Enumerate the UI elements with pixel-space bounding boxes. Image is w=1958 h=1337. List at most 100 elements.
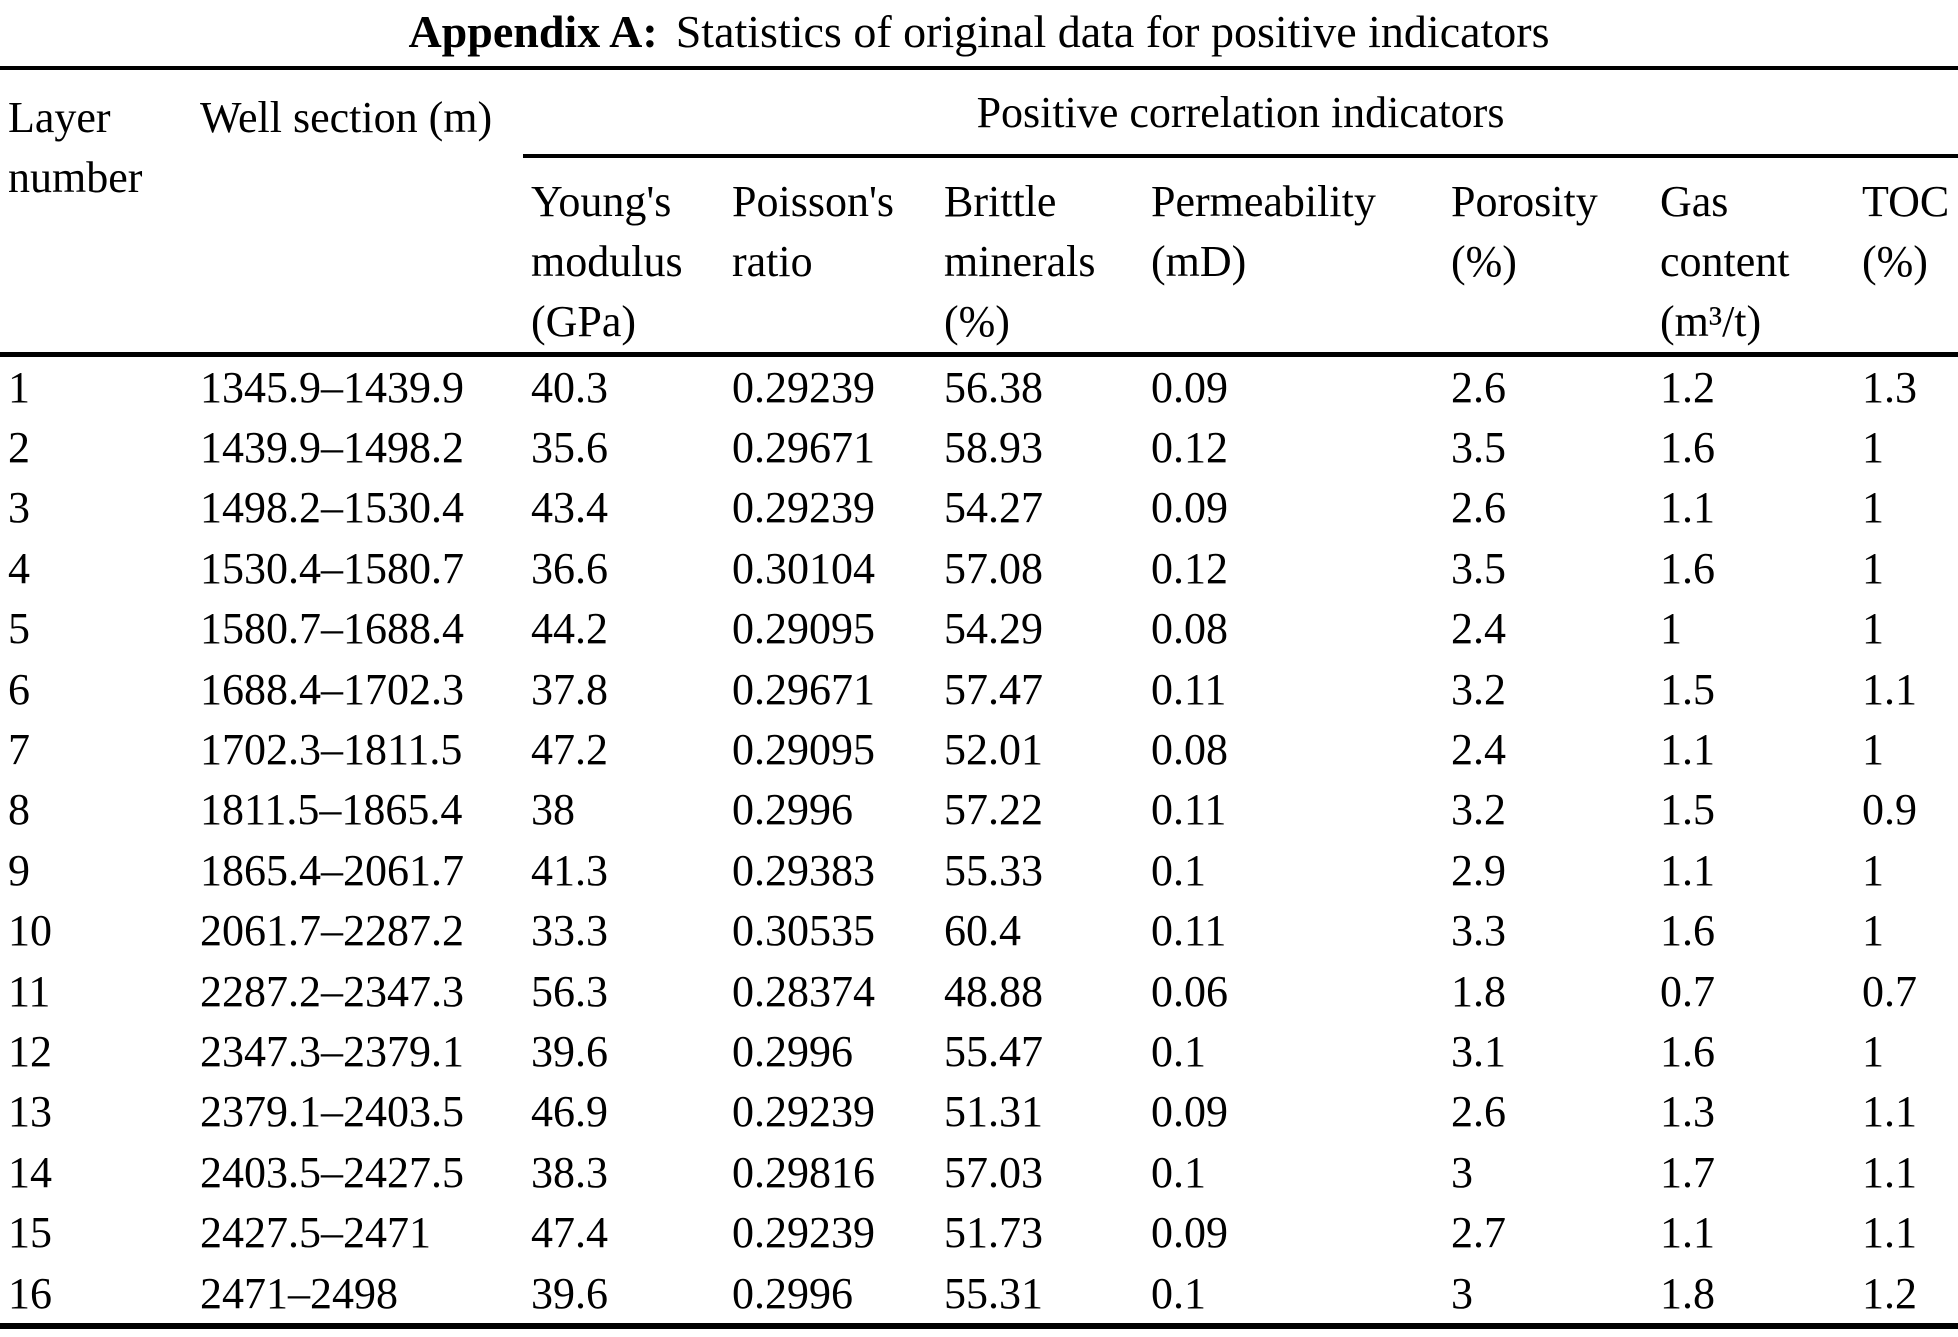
gas-cell: 1.3 [1660, 1087, 1715, 1137]
well-cell: 2379.1–2403.5 [200, 1087, 464, 1137]
layer-cell: 7 [8, 725, 30, 775]
gas-cell: 1.5 [1660, 785, 1715, 835]
porosity-cell: 3 [1451, 1147, 1473, 1197]
layer-cell: 3 [8, 483, 30, 533]
porosity-cell: 1.8 [1451, 966, 1506, 1016]
layer-cell: 5 [8, 604, 30, 654]
brittle-cell: 48.88 [944, 966, 1043, 1016]
table-title-text: Statistics of original data for positive… [675, 6, 1550, 57]
toc-cell: 1.3 [1862, 362, 1917, 412]
table-row: 11 2287.2–2347.3 56.3 0.28374 48.88 0.06 1.8 0.… [0, 961, 1958, 1021]
table-row: 4 1530.4–1580.7 36.6 0.30104 57.08 0.12 3.5 1.6… [0, 538, 1958, 598]
poisson-cell: 0.29239 [732, 483, 875, 533]
brittle-cell: 55.47 [944, 1026, 1043, 1076]
poisson-cell: 0.2996 [724, 1262, 936, 1330]
well-cell: 1498.2–1530.4 [200, 483, 464, 533]
column-header-layer-number: Layer number [0, 66, 192, 357]
well-cell: 1865.4–2061.7 [200, 845, 464, 895]
porosity-cell: 2.9 [1451, 845, 1506, 895]
toc-cell: 1.1 [1862, 1208, 1917, 1258]
youngs-cell: 47.2 [531, 725, 608, 775]
perm-cell: 0.09 [1151, 362, 1228, 412]
table-header: Layer number Well section (m) Positive c… [0, 66, 1958, 357]
toc-cell: 1 [1862, 604, 1884, 654]
table-row: 7 1702.3–1811.5 47.2 0.29095 52.01 0.08 2.4 1.1… [0, 719, 1958, 779]
porosity-cell: 2.4 [1451, 725, 1506, 775]
gas-cell: 1.1 [1660, 483, 1715, 533]
porosity-cell: 2.6 [1451, 1087, 1506, 1137]
youngs-cell: 35.6 [531, 423, 608, 473]
column-header-permeability: Permeability (mD) [1143, 156, 1443, 357]
table-row: 3 1498.2–1530.4 43.4 0.29239 54.27 0.09 2.6 1.1… [0, 478, 1958, 538]
table-row: 8 1811.5–1865.4 38 0.2996 57.22 0.11 3.2 1.5 0.9 [0, 780, 1958, 840]
table-row: 2 1439.9–1498.2 35.6 0.29671 58.93 0.12 3.5 1.6… [0, 417, 1958, 477]
perm-cell: 0.1 [1143, 1262, 1443, 1330]
well-cell: 2061.7–2287.2 [200, 906, 464, 956]
toc-cell: 1 [1862, 423, 1884, 473]
brittle-cell: 55.33 [944, 845, 1043, 895]
toc-cell: 1.2 [1854, 1262, 1958, 1330]
well-cell: 2471–2498 [192, 1262, 523, 1330]
gas-cell: 1.1 [1660, 1208, 1715, 1258]
table-title-label: Appendix A: [408, 6, 658, 57]
column-header-brittle-minerals: Brittle minerals (%) [936, 156, 1143, 357]
gas-cell: 1.2 [1660, 362, 1715, 412]
gas-cell: 1 [1660, 604, 1682, 654]
youngs-cell: 38.3 [531, 1147, 608, 1197]
poisson-cell: 0.29671 [732, 423, 875, 473]
gas-cell: 1.6 [1660, 1026, 1715, 1076]
brittle-cell: 57.22 [944, 785, 1043, 835]
poisson-cell: 0.2996 [732, 785, 853, 835]
column-header-porosity: Porosity (%) [1443, 156, 1652, 357]
well-cell: 1702.3–1811.5 [200, 725, 463, 775]
porosity-cell: 3.2 [1451, 785, 1506, 835]
well-cell: 1688.4–1702.3 [200, 664, 464, 714]
well-cell: 2287.2–2347.3 [200, 966, 464, 1016]
layer-cell: 15 [8, 1208, 52, 1258]
column-group-header-positive-indicators: Positive correlation indicators [523, 66, 1958, 158]
porosity-cell: 2.7 [1451, 1208, 1506, 1258]
well-cell: 1580.7–1688.4 [200, 604, 464, 654]
perm-cell: 0.09 [1151, 483, 1228, 533]
gas-cell: 1.6 [1660, 543, 1715, 593]
perm-cell: 0.06 [1151, 966, 1228, 1016]
gas-cell: 1.1 [1660, 725, 1715, 775]
poisson-cell: 0.29095 [732, 725, 875, 775]
header-row-top: Layer number Well section (m) Positive c… [0, 66, 1958, 357]
youngs-cell: 47.4 [531, 1208, 608, 1258]
well-cell: 1345.9–1439.9 [200, 362, 464, 412]
column-header-well-section: Well section (m) [192, 66, 523, 357]
brittle-cell: 51.73 [944, 1208, 1043, 1258]
layer-cell: 1 [8, 362, 30, 412]
youngs-cell: 46.9 [531, 1087, 608, 1137]
well-cell: 1439.9–1498.2 [200, 423, 464, 473]
layer-cell: 11 [8, 966, 51, 1016]
toc-cell: 1.1 [1862, 1087, 1917, 1137]
perm-cell: 0.09 [1151, 1208, 1228, 1258]
well-cell: 2347.3–2379.1 [200, 1026, 464, 1076]
table-body: 1 1345.9–1439.9 40.3 0.29239 56.38 0.09 2.6 1.2… [0, 355, 1958, 1330]
table-row: 6 1688.4–1702.3 37.8 0.29671 57.47 0.11 3.2 1.5… [0, 659, 1958, 719]
well-cell: 2403.5–2427.5 [200, 1147, 464, 1197]
porosity-cell: 3.5 [1451, 423, 1506, 473]
toc-cell: 0.9 [1862, 785, 1917, 835]
gas-cell: 1.1 [1660, 845, 1715, 895]
poisson-cell: 0.29239 [732, 362, 875, 412]
brittle-cell: 57.03 [944, 1147, 1043, 1197]
gas-cell: 1.7 [1660, 1147, 1715, 1197]
porosity-cell: 3.3 [1451, 906, 1506, 956]
table-row: 5 1580.7–1688.4 44.2 0.29095 54.29 0.08 2.4 1 1 [0, 599, 1958, 659]
layer-cell: 8 [8, 785, 30, 835]
youngs-cell: 39.6 [523, 1262, 724, 1330]
table-row: 16 2471–2498 39.6 0.2996 55.31 0.1 3 1.8 1.2 [0, 1262, 1958, 1330]
table-row: 10 2061.7–2287.2 33.3 0.30535 60.4 0.11 3.3 1.6… [0, 901, 1958, 961]
perm-cell: 0.09 [1151, 1087, 1228, 1137]
youngs-cell: 37.8 [531, 664, 608, 714]
toc-cell: 1 [1862, 906, 1884, 956]
appendix-table: Layer number Well section (m) Positive c… [0, 66, 1958, 1330]
toc-cell: 1 [1862, 725, 1884, 775]
poisson-cell: 0.29095 [732, 604, 875, 654]
brittle-cell: 54.27 [944, 483, 1043, 533]
table-row: 12 2347.3–2379.1 39.6 0.2996 55.47 0.1 3.1 1.6 1 [0, 1021, 1958, 1081]
